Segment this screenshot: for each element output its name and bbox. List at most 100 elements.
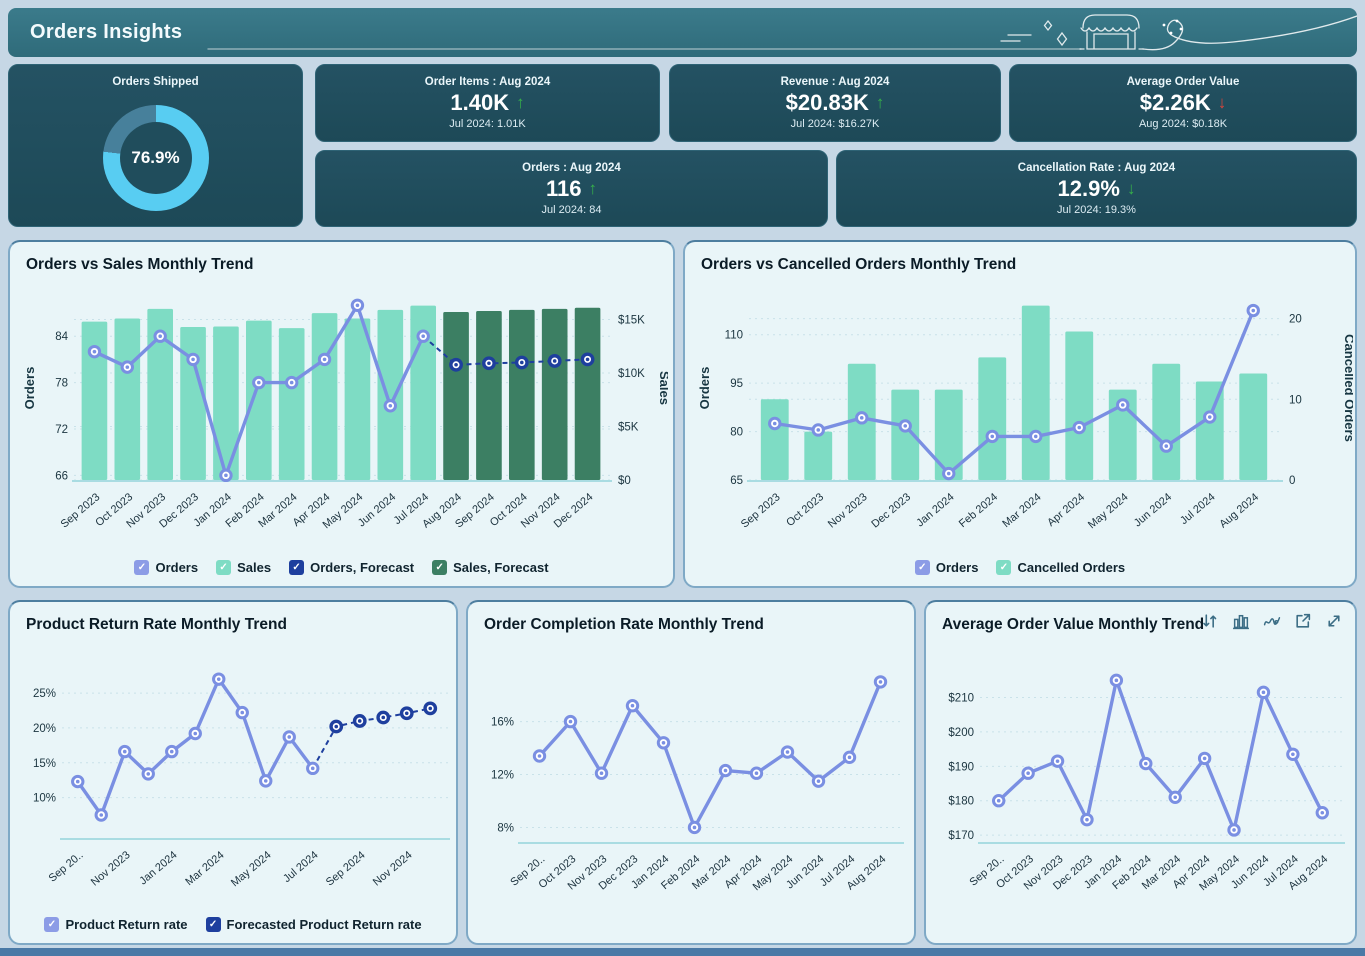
- kpi-average-order-value-card: Average Order Value $2.26K ↓ Aug 2024: $…: [1009, 64, 1357, 142]
- legend-item[interactable]: ✓ Cancelled Orders: [996, 560, 1125, 575]
- legend-checkbox-icon[interactable]: ✓: [205, 917, 221, 932]
- bar: [476, 310, 502, 480]
- legend-checkbox-icon[interactable]: ✓: [44, 917, 60, 932]
- legend-item[interactable]: ✓ Orders, Forecast: [289, 560, 414, 575]
- bar: [978, 357, 1007, 480]
- marker-dot: [552, 359, 557, 363]
- legend: ✓ Orders ✓ Cancelled Orders: [685, 560, 1355, 575]
- y-tick-label: $200: [948, 727, 974, 739]
- marker-dot: [287, 735, 292, 739]
- bar: [804, 431, 833, 480]
- y-tick-label: $190: [948, 761, 974, 773]
- bar: [541, 308, 568, 480]
- trend-up-icon: ↑: [588, 178, 598, 198]
- marker-dot: [585, 357, 590, 362]
- y2-tick-label: 10: [1289, 394, 1302, 406]
- trend-down-icon: ↓: [1217, 92, 1227, 112]
- bar: [574, 307, 601, 480]
- marker-dot: [520, 360, 524, 365]
- marker-dot: [1261, 690, 1266, 695]
- legend-checkbox-icon[interactable]: ✓: [289, 560, 305, 575]
- marker-dot: [257, 380, 261, 385]
- kpi-value: 1.40K: [450, 90, 510, 115]
- legend-item[interactable]: ✓ Sales, Forecast: [432, 560, 549, 575]
- marker-dot: [75, 779, 80, 784]
- orders-vs-cancelled-orders-card: Orders vs Cancelled Orders Monthly Trend…: [683, 240, 1357, 588]
- gridlines: [520, 721, 904, 828]
- marker-dot: [1202, 756, 1207, 761]
- legend-checkbox-icon[interactable]: ✓: [432, 560, 448, 575]
- bar-chart-icon[interactable]: [1232, 612, 1250, 630]
- y2-tick-label: $5K: [618, 422, 639, 434]
- marker-dot: [723, 768, 728, 773]
- marker-dot: [630, 703, 635, 708]
- legend: ✓ Product Return rate ✓ Forecasted Product …: [10, 917, 456, 932]
- y2-tick-label: $10K: [618, 368, 645, 380]
- legend-checkbox-icon[interactable]: ✓: [996, 560, 1012, 575]
- kpi-revenue-card: Revenue : Aug 2024 $20.83K ↑ Jul 2024: $…: [669, 64, 1001, 142]
- legend-item[interactable]: ✓ Orders: [134, 560, 198, 575]
- legend-checkbox-icon[interactable]: ✓: [134, 560, 150, 575]
- sort-icon[interactable]: [1201, 612, 1219, 630]
- y-tick-label: 20%: [33, 723, 56, 735]
- x-tick-label: May 2024: [1086, 491, 1131, 531]
- expand-icon[interactable]: [1325, 612, 1343, 630]
- x-tick-label: Jan 2024: [914, 491, 956, 529]
- legend-checkbox-icon[interactable]: ✓: [914, 560, 930, 575]
- legend-checkbox-icon[interactable]: ✓: [216, 560, 232, 575]
- line-chart-icon[interactable]: [1263, 612, 1281, 630]
- legend-item[interactable]: ✓ Sales: [216, 560, 271, 575]
- donut-value: 76.9%: [131, 148, 180, 167]
- open-in-new-icon[interactable]: [1294, 612, 1312, 630]
- chart-title: Average Order Value Monthly Trend: [942, 616, 1205, 633]
- y-tick-label: 8%: [497, 822, 514, 834]
- trend-down-icon: ↓: [1126, 178, 1136, 198]
- marker-dot: [1120, 403, 1125, 407]
- bar: [245, 320, 272, 480]
- legend-label: Orders, Forecast: [310, 560, 415, 575]
- orders-vs-sales-card: Orders vs Sales Monthly Trend 84 78 72 66 $1…: [8, 240, 675, 588]
- bar: [760, 399, 789, 480]
- marker-dot: [158, 334, 162, 339]
- kpi-previous-value: Jul 2024: $16.27K: [790, 118, 880, 131]
- marker-dot: [754, 771, 759, 775]
- kpi-previous-value: Jul 2024: 84: [541, 204, 602, 217]
- marker-dot: [146, 772, 151, 776]
- kpi-label: Average Order Value: [1126, 76, 1240, 88]
- marker-dot: [357, 719, 362, 723]
- y-tick-label: 25%: [33, 688, 56, 700]
- marker-dot: [1114, 678, 1119, 683]
- marker-dot: [847, 755, 852, 760]
- bar: [377, 309, 404, 480]
- y-tick-label: 66: [55, 470, 68, 482]
- average-order-value-card: Average Order Value Monthly Trend $210 $2…: [924, 600, 1357, 945]
- bar: [891, 389, 920, 480]
- marker-dot: [816, 428, 821, 432]
- x-tick-label: Mar 2024: [1000, 491, 1043, 530]
- kpi-order-items-card: Order Items : Aug 2024 1.40K ↑ Jul 2024:…: [315, 64, 660, 142]
- marker-dot: [990, 434, 995, 439]
- marker-dot: [1232, 828, 1236, 832]
- legend-label: Orders: [935, 560, 979, 575]
- legend-item[interactable]: ✓ Forecasted Product Return rate: [205, 917, 422, 932]
- legend-item[interactable]: ✓ Orders: [914, 560, 979, 575]
- header-bar: Orders Insights: [8, 8, 1357, 57]
- storefront-illustration: [207, 14, 1357, 51]
- order-completion-rate-card: Order Completion Rate Monthly Trend 16% 1…: [466, 600, 916, 945]
- legend-label: Orders: [155, 560, 199, 575]
- kpi-label: Order Items : Aug 2024: [424, 76, 551, 88]
- marker-dot: [355, 303, 360, 308]
- y-tick-label: 65: [730, 475, 743, 487]
- marker-dot: [322, 357, 327, 362]
- marker-dot: [996, 798, 1001, 803]
- legend-item[interactable]: ✓ Product Return rate: [44, 917, 188, 932]
- marker-dot: [381, 715, 386, 720]
- marker-dot: [487, 361, 491, 366]
- y-tick-label: 78: [55, 378, 68, 390]
- y2-tick-label: 0: [1289, 475, 1295, 487]
- marker-dot: [404, 711, 409, 716]
- x-tick-label: Dec 2023: [869, 491, 913, 530]
- trend-up-icon: ↑: [516, 92, 525, 112]
